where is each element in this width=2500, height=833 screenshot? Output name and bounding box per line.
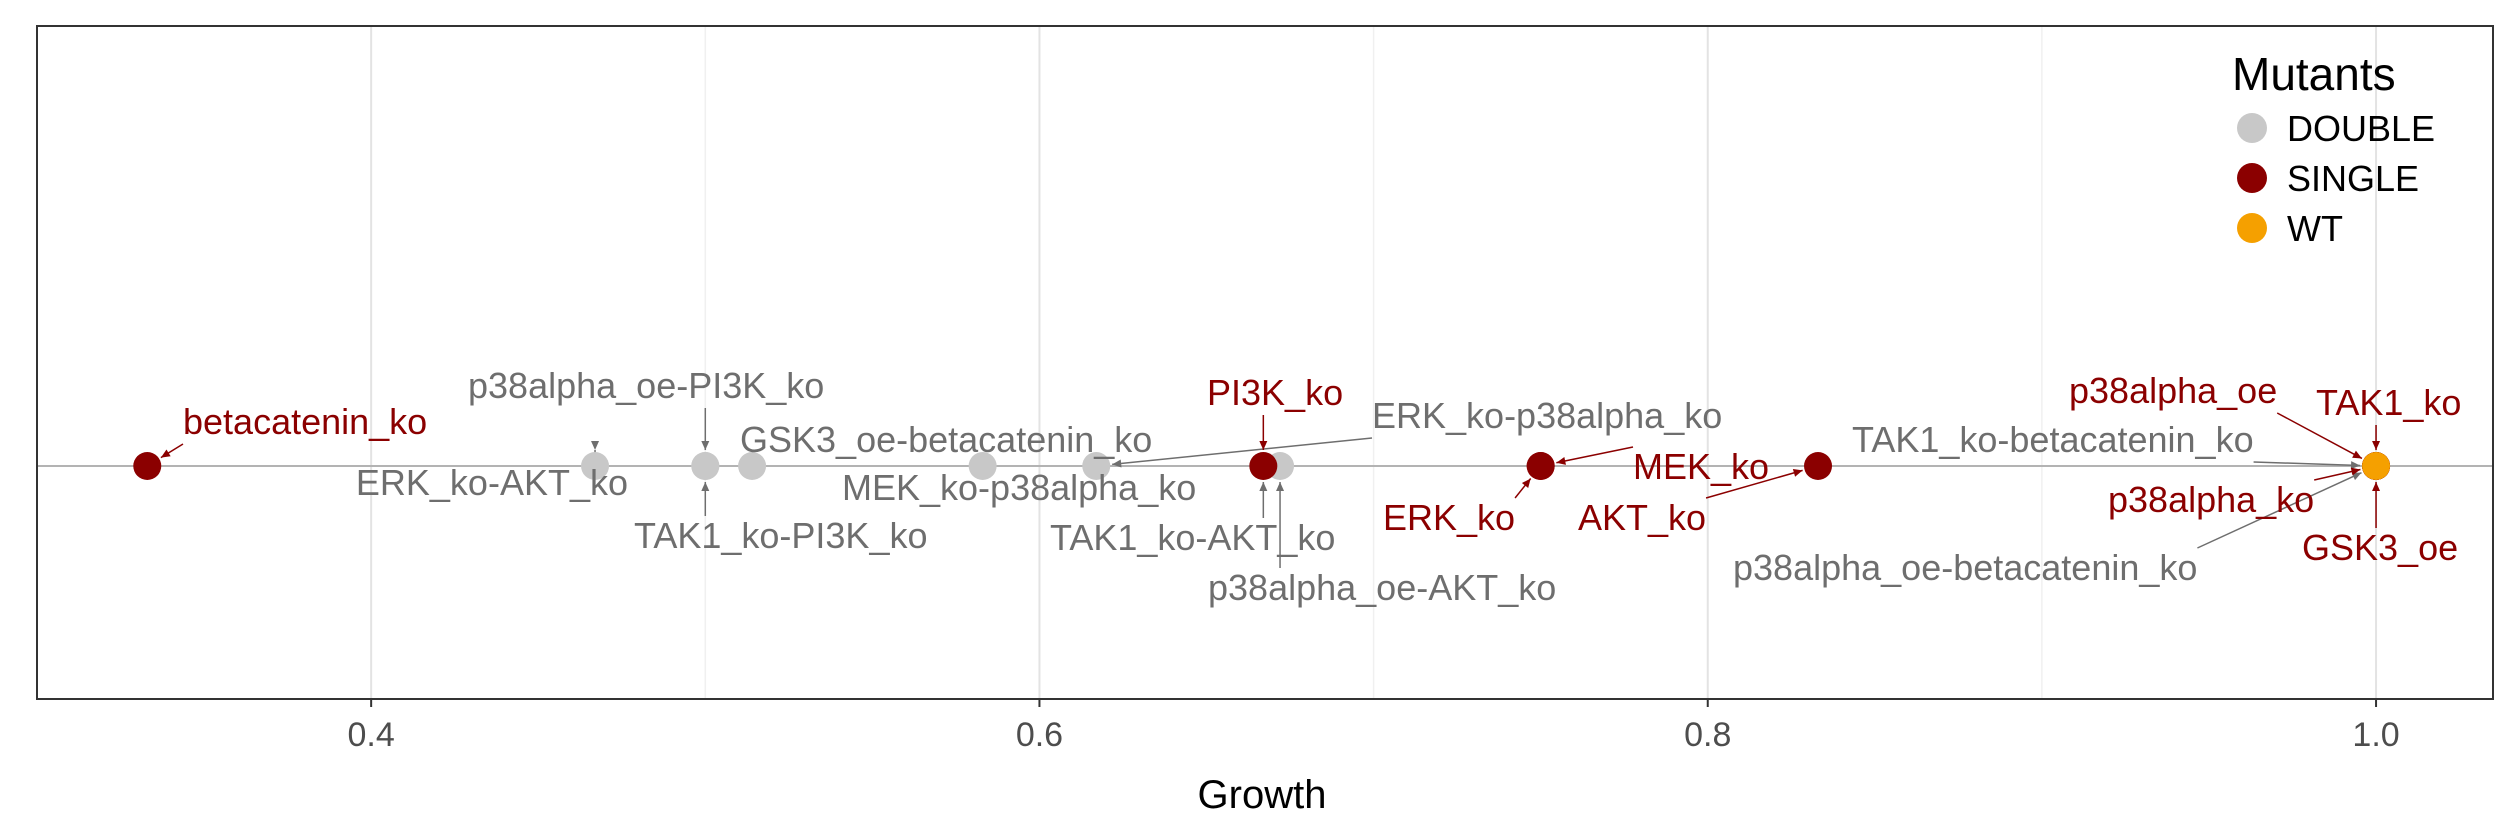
leader-p38alpha-oe [2276, 412, 2363, 460]
point-labels: betacatenin_ko ERK_ko-AKT_ko p38alpha_oe-P… [183, 365, 2461, 608]
leader-arrow-tak1-ko-betacatenin-ko [2350, 461, 2361, 470]
label-betacatenin-ko: betacatenin_ko [183, 401, 427, 442]
leader-arrow-p38alpha-oe-akt-ko [1276, 482, 1285, 491]
plot-panel [37, 26, 2493, 699]
leader-arrow-erk-ko [1521, 478, 1531, 489]
label-p38alpha-oe: p38alpha_oe [2069, 370, 2277, 411]
legend-label-single: SINGLE [2287, 158, 2419, 199]
legend-key-double [2237, 113, 2267, 143]
data-points [133, 452, 2391, 480]
x-tick-label: 1.0 [2352, 716, 2399, 754]
label-gsk3-oe-betacatenin-ko: GSK3_oe-betacatenin_ko [740, 419, 1152, 460]
leader-arrow-betacatenin-ko [160, 449, 171, 458]
grid-lines [370, 26, 2378, 699]
point-erk-ko-akt-ko [581, 452, 610, 480]
label-akt-ko: AKT_ko [1578, 497, 1706, 538]
legend-key-single [2237, 163, 2267, 193]
leader-arrow-gsk3-oe [2372, 482, 2381, 491]
leader-mek-ko [1556, 446, 1634, 464]
leader-p38alpha-oe-betacatenin-ko [2197, 471, 2362, 549]
label-p38alpha-oe-pi3k-ko: p38alpha_oe-PI3K_ko [468, 365, 824, 406]
point-akt-ko [1804, 452, 1833, 480]
label-tak1-ko-betacatenin-ko: TAK1_ko-betacatenin_ko [1852, 419, 2254, 460]
x-axis-title: Growth [1198, 773, 1327, 817]
label-erk-ko: ERK_ko [1383, 497, 1515, 538]
leader-arrow-pi3k-ko [1259, 441, 1268, 450]
label-pi3k-ko: PI3K_ko [1207, 372, 1343, 413]
leader-arrow-tak1-ko-akt-ko [1259, 482, 1268, 491]
x-axis-ticks: 0.4 0.6 0.8 1.0 [348, 699, 2400, 754]
label-mek-ko: MEK_ko [1633, 446, 1769, 487]
leader-arrow-tak1-ko [2372, 441, 2381, 450]
legend-label-wt: WT [2287, 208, 2343, 249]
leader-erk-ko-p38alpha-ko [1112, 437, 1373, 466]
leader-tak1-ko-betacatenin-ko [2253, 461, 2361, 467]
leader-arrow-p38alpha-oe-betacatenin-ko [2351, 472, 2362, 481]
legend-label-double: DOUBLE [2287, 108, 2435, 149]
label-mek-ko-p38alpha-ko: MEK_ko-p38alpha_ko [842, 467, 1196, 508]
point-betacatenin-ko [133, 452, 162, 480]
label-gsk3-oe: GSK3_oe [2302, 527, 2458, 568]
leader-arrow-erk-ko-akt-ko [591, 441, 600, 450]
leader-arrow-p38alpha-oe-pi3k-ko [701, 441, 710, 450]
label-erk-ko-p38alpha-ko: ERK_ko-p38alpha_ko [1372, 395, 1722, 436]
x-tick-label: 0.8 [1684, 716, 1731, 754]
leader-arrow-p38alpha-oe [2352, 450, 2362, 459]
x-tick-label: 0.6 [1016, 716, 1063, 754]
x-tick-label: 0.4 [348, 716, 395, 754]
legend: Mutants DOUBLE SINGLE WT [2232, 48, 2435, 249]
leader-arrow-tak1-ko-pi3k-ko [701, 482, 710, 491]
label-tak1-ko-akt-ko: TAK1_ko-AKT_ko [1050, 517, 1335, 558]
point-wt [2362, 452, 2391, 480]
label-tak1-ko-pi3k-ko: TAK1_ko-PI3K_ko [634, 515, 927, 556]
leader-arrow-p38alpha-ko [2350, 467, 2361, 476]
leader-arrow-erk-ko-p38alpha-ko [1112, 459, 1122, 468]
plot-border [36, 25, 2494, 700]
label-tak1-ko: TAK1_ko [2316, 382, 2461, 423]
leader-akt-ko [1705, 469, 1803, 499]
point-erk-ko-p38alpha-ko [1082, 452, 1111, 480]
legend-title: Mutants [2232, 48, 2396, 100]
label-erk-ko-akt-ko: ERK_ko-AKT_ko [356, 462, 628, 503]
leader-arrow-mek-ko [1556, 457, 1566, 465]
leader-arrow-akt-ko [1792, 469, 1803, 477]
label-leader-lines [160, 408, 2381, 568]
point-pi3k-ko [1249, 452, 1278, 480]
legend-key-wt [2237, 213, 2267, 243]
point-mek-ko-p38alpha-ko [968, 452, 997, 480]
label-p38alpha-oe-betacatenin-ko: p38alpha_oe-betacatenin_ko [1733, 547, 2197, 588]
label-p38alpha-oe-akt-ko: p38alpha_oe-AKT_ko [1208, 567, 1556, 608]
point-gsk3-oe-betacatenin-ko [738, 452, 767, 480]
point-tak1-ko-pi3k-ko [691, 452, 720, 480]
label-p38alpha-ko: p38alpha_ko [2108, 479, 2314, 520]
point-mek-ko [1526, 452, 1555, 480]
